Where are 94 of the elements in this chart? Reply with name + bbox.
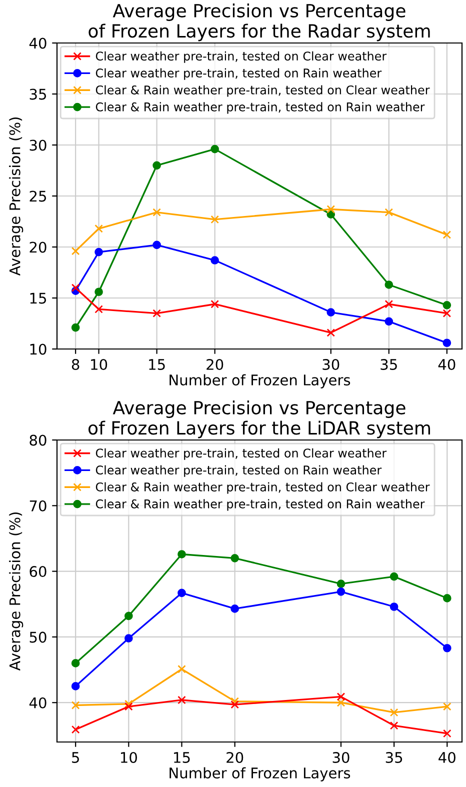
y-tick-label: 60 [30,566,46,578]
point [442,309,452,318]
point [94,288,103,296]
point [390,572,398,581]
x-tick-label: 30 [322,358,340,370]
point [442,644,452,652]
point [210,144,219,154]
x-tick-label: 10 [91,358,108,370]
point [230,554,239,562]
y-tick-label: 35 [30,88,46,100]
point [71,284,80,292]
point [152,161,161,170]
y-tick-label: 25 [30,190,46,202]
y-tick-label: 10 [30,344,46,355]
y-tick-label: 20 [30,242,46,253]
x-axis-title: Number of Frozen Layers [170,374,350,388]
legend-label: Clear weather pre-train, tested on Clear weather [96,448,387,460]
point [390,602,398,611]
point [94,224,103,233]
y-tick-label: 40 [29,697,46,708]
x-tick-label: 35 [386,752,402,764]
point [442,594,452,602]
point [442,300,452,310]
x-tick-label: 8 [72,358,80,370]
x-tick-label: 20 [226,752,244,764]
point [178,696,186,704]
point [94,248,103,256]
point [94,305,103,314]
legend-label: Clear & Rain weather pre-train, tested on Rain weather [96,102,425,114]
point [210,256,219,264]
point [152,208,161,216]
legend-label: Clear & Rain weather pre-train, tested on Rain weather [96,499,425,511]
point [124,702,133,711]
point [326,308,336,316]
chart-title: Average Precision vs Percentage of Frozen Layers for the LiDAR system [88,400,430,438]
point [384,317,394,326]
point [124,634,133,642]
point [442,702,452,711]
point [326,205,336,214]
point [210,215,219,224]
point [442,338,452,348]
point [230,604,239,613]
point [178,550,186,558]
point [71,659,80,668]
point [178,664,186,674]
point [442,729,452,738]
legend-label: Clear & Rain weather pre-train, tested on Clear weather [96,85,430,97]
x-tick-label: 15 [149,359,165,370]
point [390,721,398,730]
point [152,309,161,318]
point [336,692,346,701]
point [71,682,80,690]
point [178,588,186,598]
point [71,701,80,710]
point [124,700,133,708]
legend-label: Clear weather pre-train, tested on Clear weather [96,51,387,63]
point [326,328,336,337]
x-tick-label: 35 [380,358,397,370]
x-tick-label: 30 [332,752,350,764]
x-axis-title: Number of Frozen Layers [170,767,350,782]
x-tick-label: 5 [72,752,79,764]
point [384,300,394,308]
y-tick-label: 40 [29,38,46,49]
point [384,280,394,289]
x-tick-label: 40 [438,752,456,764]
y-tick-label: 50 [30,632,46,643]
chart-title: Average Precision vs Percentage of Frozen Layers for the Radar system [88,4,430,42]
y-axis-title: Average Precision (%) [9,512,24,671]
y-tick-label: 15 [30,292,46,304]
point [336,698,346,707]
x-tick-label: 20 [206,358,224,370]
point [230,700,239,709]
point [442,230,452,239]
y-tick-label: 80 [30,434,46,446]
y-axis-title: Average Precision (%) [9,118,24,276]
x-tick-label: 40 [438,358,456,370]
point [152,240,161,250]
point [124,612,133,620]
point [71,246,80,256]
point [71,323,80,332]
point [210,300,219,308]
y-tick-label: 30 [30,140,46,151]
x-tick-label: 15 [174,752,190,764]
legend-label: Clear weather pre-train, tested on Rain weather [96,68,382,80]
point [390,708,398,717]
point [336,587,346,596]
y-tick-label: 70 [30,500,46,512]
x-tick-label: 10 [120,752,137,764]
point [384,208,394,216]
point [230,697,239,706]
point [336,580,346,588]
point [71,725,80,734]
legend-label: Clear & Rain weather pre-train, tested on Clear weather [96,482,430,494]
legend-label: Clear weather pre-train, tested on Rain weather [96,465,382,477]
